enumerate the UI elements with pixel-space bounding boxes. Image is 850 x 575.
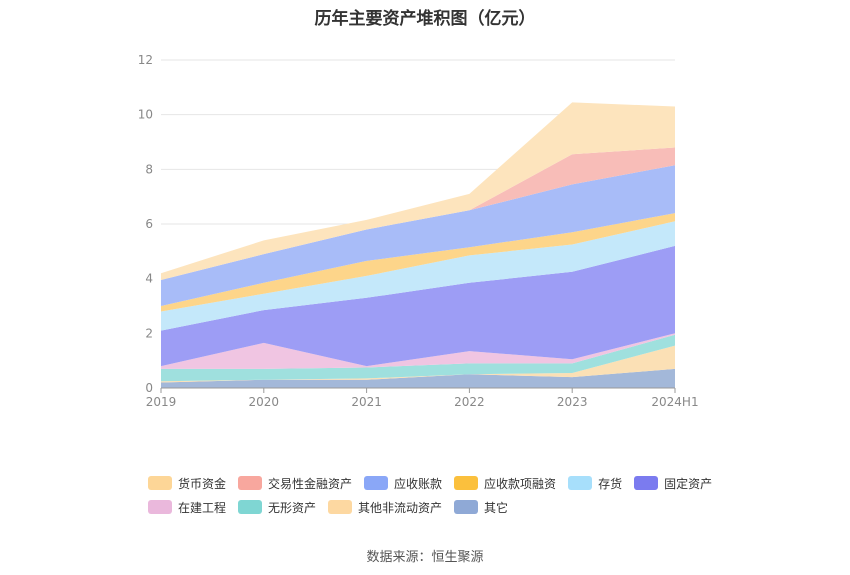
x-tick-label: 2022 <box>454 395 485 409</box>
y-tick-label: 8 <box>145 162 153 176</box>
y-tick-label: 4 <box>145 272 153 286</box>
y-tick-label: 10 <box>138 108 153 122</box>
legend-label: 应收款项融资 <box>484 476 557 491</box>
legend-swatch <box>634 476 659 490</box>
x-tick-label: 2019 <box>146 395 177 409</box>
stacked-area-chart: 0 2 4 6 8 10 12 2019 2020 2021 2022 2023 2024H1 <box>138 53 699 409</box>
legend-swatch <box>364 476 389 490</box>
legend-swatch <box>454 500 479 514</box>
area-series-4 <box>161 245 675 367</box>
legend-item[interactable]: 交易性金融资产 <box>238 475 352 492</box>
legend-swatch <box>328 500 353 514</box>
legend-item[interactable]: 应收款项融资 <box>454 475 556 492</box>
area-series-6 <box>161 213 675 312</box>
legend-swatch <box>568 476 593 490</box>
legend-swatch <box>238 500 263 514</box>
y-tick-label: 6 <box>145 217 153 231</box>
legend-swatch <box>238 476 263 490</box>
legend-label: 存货 <box>598 476 623 491</box>
x-tick-label: 2020 <box>249 395 280 409</box>
legend-item[interactable]: 应收账款 <box>364 475 442 492</box>
y-tick-label: 12 <box>138 53 153 67</box>
legend-swatch <box>148 500 172 514</box>
legend-row: 货币资金 交易性金融资产 应收账款 应收款项融资 存货 固定资产 <box>148 471 748 495</box>
area-series-8 <box>161 147 675 280</box>
legend-item[interactable]: 无形资产 <box>238 499 316 516</box>
legend-swatch <box>148 476 172 490</box>
data-source-note: 数据来源：恒生聚源 <box>366 550 484 565</box>
legend-item[interactable]: 其他非流动资产 <box>328 499 442 516</box>
legend-label: 在建工程 <box>178 500 227 515</box>
chart-legend: 货币资金 交易性金融资产 应收账款 应收款项融资 存货 固定资产在建工程 无形资产 其他非流动… <box>148 471 748 519</box>
legend-swatch <box>454 476 479 490</box>
legend-item[interactable]: 固定资产 <box>634 475 712 492</box>
area-series-9 <box>161 102 675 281</box>
area-series-0 <box>161 368 675 388</box>
y-tick-label: 0 <box>145 381 153 395</box>
area-series-7 <box>161 165 675 306</box>
legend-item[interactable]: 存货 <box>568 475 622 492</box>
chart-title: 历年主要资产堆积图（亿元） <box>314 9 536 29</box>
area-series-3 <box>161 333 675 369</box>
legend-label: 无形资产 <box>268 500 317 515</box>
legend-label: 应收账款 <box>394 476 443 491</box>
legend-item[interactable]: 其它 <box>454 499 508 516</box>
legend-label: 其他非流动资产 <box>358 500 443 515</box>
legend-row: 在建工程 无形资产 其他非流动资产 其它 <box>148 495 748 519</box>
y-tick-label: 2 <box>145 326 153 340</box>
legend-item[interactable]: 在建工程 <box>148 499 226 516</box>
area-series-5 <box>161 221 675 331</box>
legend-label: 交易性金融资产 <box>268 476 353 491</box>
legend-label: 其它 <box>484 500 509 515</box>
x-tick-label: 2021 <box>351 395 382 409</box>
legend-item[interactable]: 货币资金 <box>148 475 226 492</box>
legend-label: 货币资金 <box>178 476 227 491</box>
area-series-2 <box>161 334 675 382</box>
legend-label: 固定资产 <box>664 476 713 491</box>
x-tick-label: 2024H1 <box>651 395 698 409</box>
x-tick-label: 2023 <box>557 395 588 409</box>
